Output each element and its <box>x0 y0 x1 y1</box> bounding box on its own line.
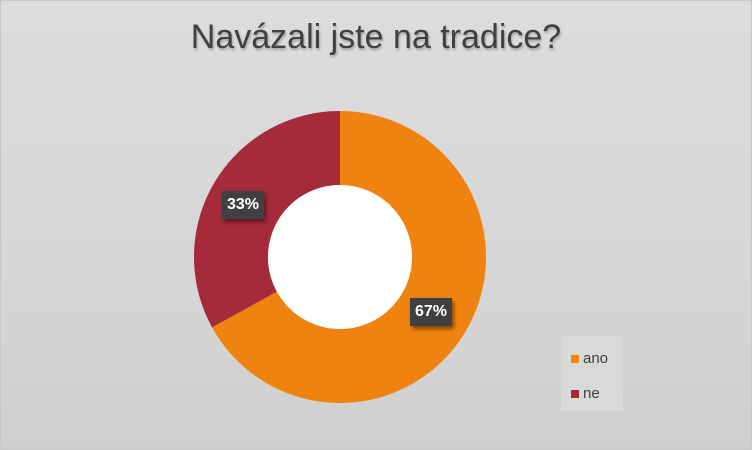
legend: ano ne <box>561 336 623 411</box>
legend-item-ano: ano <box>571 350 608 367</box>
data-label-ne: 33% <box>222 191 265 219</box>
donut-slice-ne <box>194 111 340 328</box>
legend-item-ne: ne <box>571 385 600 402</box>
data-label-ano: 67% <box>410 298 453 326</box>
legend-swatch-ne <box>571 389 579 398</box>
legend-swatch-ano <box>571 354 579 363</box>
legend-label-ne: ne <box>583 385 600 402</box>
donut-hole <box>268 185 412 329</box>
donut-slice-ano <box>212 111 487 404</box>
chart-title: Navázali jste na tradice? <box>190 18 562 56</box>
legend-label-ano: ano <box>583 350 609 367</box>
